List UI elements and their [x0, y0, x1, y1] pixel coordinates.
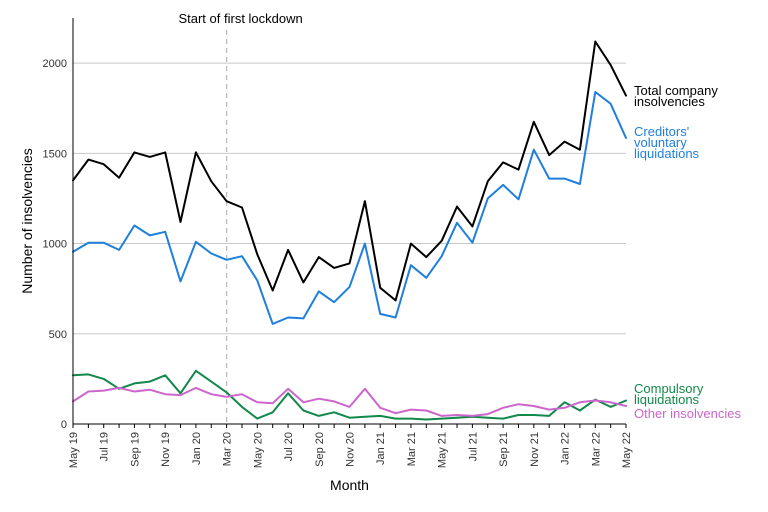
series-label-compulsory-liquidations: Compulsory liquidations	[634, 381, 704, 407]
series-label-creditors-voluntary-liquidations: Creditors' voluntary liquidations	[634, 124, 700, 161]
y-tick-label: 1000	[43, 239, 67, 251]
series-label-line: Total company	[634, 83, 718, 98]
series-label-line: voluntary	[634, 135, 687, 150]
x-tick-label: Jul 21	[467, 432, 479, 461]
series-labels: Total company insolvencies Creditors' volun…	[634, 83, 741, 421]
x-tick-label: Jul 19	[99, 432, 111, 461]
lockdown-annotation: Start of first lockdown	[178, 11, 303, 424]
x-tick-label: Nov 19	[160, 432, 172, 467]
y-tick-label: 500	[49, 329, 67, 341]
x-tick-label: Nov 20	[345, 432, 357, 467]
x-tick-label: Sep 21	[498, 432, 510, 467]
x-tick-label: Jan 20	[191, 432, 203, 465]
x-tick-label: Jan 21	[375, 432, 387, 465]
series-line-other-insolvencies	[72, 386, 627, 417]
series-label-line: liquidations	[634, 146, 700, 161]
x-tick-label: Jul 20	[283, 432, 295, 461]
series-label-other-insolvencies: Other insolvencies	[634, 406, 741, 421]
x-tick-label: Mar 20	[222, 432, 234, 466]
series-lines	[72, 40, 627, 421]
x-tick-label: Sep 20	[314, 432, 326, 467]
series-label-line: Compulsory	[634, 381, 704, 396]
x-tick-label: Mar 21	[406, 432, 418, 466]
x-tick-label: May 19	[68, 432, 80, 468]
y-tick-label: 2000	[43, 58, 67, 70]
x-axis-ticks: May 19 Jul 19 Sep 19 Nov 19 Jan 20 Mar 20 May …	[68, 424, 633, 468]
x-axis-title: Month	[330, 477, 369, 493]
gridlines	[73, 62, 626, 335]
series-line-compulsory-liquidations	[72, 369, 627, 421]
x-tick-label: May 20	[252, 432, 264, 468]
y-tick-label: 0	[61, 419, 67, 431]
series-label-line: liquidations	[634, 392, 700, 407]
series-label-total-company-insolvencies: Total company insolvencies	[634, 83, 718, 109]
series-line-creditors-voluntary-liquidations	[72, 91, 627, 325]
x-tick-label: May 21	[437, 432, 449, 468]
series-line-total-company-insolvencies	[72, 40, 627, 302]
x-tick-label: Mar 22	[590, 432, 602, 466]
axes	[72, 18, 626, 425]
x-tick-label: Sep 19	[129, 432, 141, 467]
y-axis-title: Number of insolvencies	[19, 148, 35, 294]
y-axis-ticks: 0 500 1000 1500 2000	[43, 58, 67, 431]
x-tick-label: Nov 21	[529, 432, 541, 467]
x-tick-label: Jan 22	[560, 432, 572, 465]
series-label-line: Creditors'	[634, 124, 689, 139]
lockdown-annotation-label: Start of first lockdown	[178, 11, 302, 26]
x-tick-label: May 22	[621, 432, 633, 468]
series-label-line: Other insolvencies	[634, 406, 741, 421]
y-tick-label: 1500	[43, 148, 67, 160]
series-label-line: insolvencies	[634, 94, 705, 109]
